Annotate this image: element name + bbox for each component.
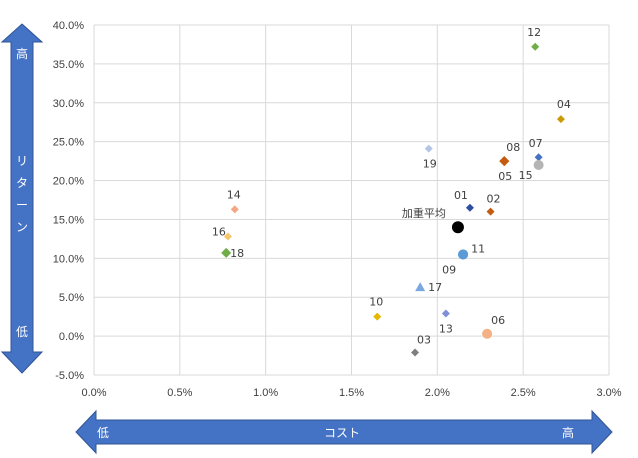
point-18 bbox=[221, 247, 232, 258]
point-label-19: 19 bbox=[423, 158, 437, 171]
y-tick-label: -5.0% bbox=[55, 370, 84, 382]
point-label-04: 04 bbox=[557, 98, 571, 111]
point-10 bbox=[373, 312, 382, 321]
cost-arrow-low: 低 bbox=[97, 426, 109, 440]
point-label-07: 07 bbox=[529, 137, 543, 150]
x-tick-label: 2.5% bbox=[511, 387, 536, 399]
return-arrow-low: 低 bbox=[16, 325, 28, 339]
cost-arrow-high: 高 bbox=[562, 425, 574, 440]
x-tick-label: 0.5% bbox=[167, 387, 192, 399]
point-08 bbox=[499, 156, 510, 167]
return-arrow-char-3: ー bbox=[16, 198, 28, 212]
point-label-18: 18 bbox=[230, 247, 244, 260]
point-label-14: 14 bbox=[227, 188, 241, 201]
x-tick-label: 1.0% bbox=[253, 387, 278, 399]
point-加重平均 bbox=[451, 221, 464, 234]
point-11 bbox=[458, 249, 469, 260]
y-tick-label: 30.0% bbox=[53, 98, 84, 110]
y-tick-label: 40.0% bbox=[53, 20, 84, 32]
point-16 bbox=[223, 232, 232, 241]
return-arrow-high: 高 bbox=[16, 46, 28, 61]
point-03 bbox=[411, 348, 420, 357]
point-01 bbox=[465, 203, 474, 212]
point-labels: 01 02 03 04 05 06 07 08 09 10 11 12 13 14 15 16 17 18 19 加重… bbox=[212, 26, 571, 347]
point-label-13: 13 bbox=[439, 323, 453, 336]
point-04 bbox=[556, 115, 565, 124]
point-label-17: 17 bbox=[428, 281, 442, 294]
point-label-15: 15 bbox=[519, 169, 533, 182]
return-arrow-char-2: タ bbox=[16, 176, 28, 190]
point-label-03: 03 bbox=[417, 333, 431, 346]
point-label-12: 12 bbox=[527, 26, 541, 39]
tick-labels: 0.0% 0.5% 1.0% 1.5% 2.0% 2.5% 3.0% -5.0% 0.0% 5.0… bbox=[53, 20, 622, 399]
point-label-05: 05 bbox=[498, 170, 512, 183]
point-label-01: 01 bbox=[454, 189, 468, 202]
point-06 bbox=[482, 328, 493, 339]
point-13 bbox=[441, 309, 450, 318]
return-arrow bbox=[0, 23, 44, 374]
x-tick-label: 0.0% bbox=[81, 387, 106, 399]
point-label-02: 02 bbox=[487, 193, 501, 206]
y-tick-label: 35.0% bbox=[53, 59, 84, 71]
data-points bbox=[221, 42, 565, 357]
point-19 bbox=[424, 144, 433, 153]
y-tick-label: 0.0% bbox=[59, 331, 84, 343]
x-tick-label: 3.0% bbox=[596, 387, 621, 399]
point-label-10: 10 bbox=[369, 296, 383, 309]
cost-arrow bbox=[75, 409, 613, 455]
point-15 bbox=[533, 160, 544, 170]
point-label-09: 09 bbox=[442, 263, 456, 276]
point-label-06: 06 bbox=[491, 314, 505, 327]
x-tick-label: 2.0% bbox=[425, 387, 450, 399]
point-14 bbox=[230, 205, 239, 214]
point-12 bbox=[531, 42, 540, 51]
y-tick-label: 15.0% bbox=[53, 214, 84, 226]
return-arrow-char-4: ン bbox=[16, 220, 28, 234]
point-label-11: 11 bbox=[471, 242, 485, 255]
point-07 bbox=[534, 153, 543, 162]
y-tick-label: 25.0% bbox=[53, 137, 84, 149]
return-arrow-char-1: リ bbox=[16, 154, 28, 168]
x-tick-label: 1.5% bbox=[339, 387, 364, 399]
point-17 bbox=[415, 282, 426, 292]
y-tick-label: 10.0% bbox=[53, 253, 84, 265]
y-tick-label: 5.0% bbox=[59, 292, 84, 304]
point-label-08: 08 bbox=[506, 141, 520, 154]
point-label-加重平均: 加重平均 bbox=[402, 206, 446, 220]
grid bbox=[93, 24, 610, 376]
cost-arrow-label: コスト bbox=[324, 426, 360, 440]
point-label-16: 16 bbox=[212, 226, 226, 239]
point-02 bbox=[486, 207, 495, 216]
y-tick-label: 20.0% bbox=[53, 176, 84, 188]
